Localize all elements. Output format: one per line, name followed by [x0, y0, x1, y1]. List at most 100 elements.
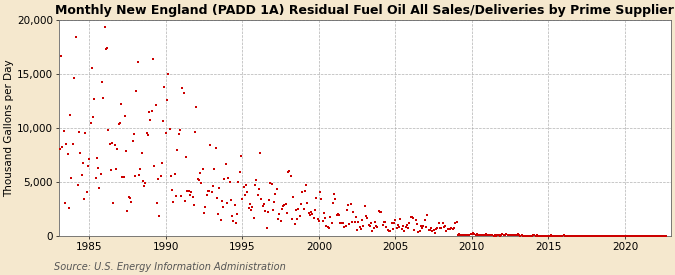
- Point: [519, 233, 530, 238]
- Point: [445, 227, 456, 231]
- Point: [132, 60, 143, 65]
- Text: Source: U.S. Energy Information Administration: Source: U.S. Energy Information Administ…: [54, 262, 286, 272]
- Point: [541, 234, 551, 238]
- Point: [369, 226, 379, 230]
- Point: [102, 46, 113, 50]
- Point: [97, 79, 107, 84]
- Point: [452, 233, 463, 237]
- Point: [451, 220, 462, 225]
- Point: [141, 131, 152, 136]
- Point: [298, 207, 309, 211]
- Point: [265, 180, 276, 185]
- Point: [115, 102, 126, 106]
- Point: [271, 187, 282, 191]
- Point: [243, 205, 254, 210]
- Point: [505, 233, 516, 237]
- Point: [405, 214, 416, 219]
- Point: [398, 224, 408, 229]
- Point: [654, 234, 665, 238]
- Point: [362, 216, 373, 220]
- Point: [525, 233, 536, 238]
- Point: [263, 210, 273, 214]
- Point: [617, 234, 628, 238]
- Point: [354, 225, 365, 230]
- Point: [564, 234, 574, 238]
- Point: [508, 233, 519, 238]
- Point: [69, 76, 80, 80]
- Point: [342, 208, 352, 213]
- Point: [126, 200, 137, 204]
- Point: [399, 228, 410, 233]
- Point: [408, 216, 418, 220]
- Point: [477, 233, 487, 237]
- Point: [247, 205, 258, 209]
- Point: [138, 179, 148, 183]
- Point: [117, 174, 128, 179]
- Point: [514, 233, 524, 238]
- Point: [321, 224, 332, 228]
- Point: [149, 164, 160, 169]
- Point: [496, 233, 507, 237]
- Point: [88, 115, 99, 119]
- Point: [316, 197, 327, 201]
- Point: [65, 113, 76, 117]
- Point: [482, 233, 493, 238]
- Point: [178, 91, 189, 95]
- Point: [522, 233, 533, 238]
- Point: [118, 175, 129, 179]
- Point: [119, 114, 130, 118]
- Point: [560, 233, 570, 238]
- Point: [545, 233, 556, 238]
- Point: [112, 147, 123, 151]
- Point: [501, 232, 512, 236]
- Point: [163, 72, 173, 76]
- Point: [621, 234, 632, 238]
- Point: [568, 234, 579, 238]
- Point: [290, 208, 301, 213]
- Point: [414, 229, 425, 233]
- Point: [79, 197, 90, 201]
- Point: [61, 142, 72, 146]
- Point: [286, 174, 296, 178]
- Point: [289, 222, 300, 226]
- Point: [360, 214, 371, 218]
- Point: [353, 220, 364, 224]
- Point: [59, 200, 70, 205]
- Point: [277, 207, 288, 211]
- Point: [184, 193, 195, 197]
- Point: [594, 234, 605, 238]
- Point: [72, 183, 83, 187]
- Point: [593, 234, 603, 238]
- Point: [319, 210, 329, 215]
- Point: [134, 173, 144, 177]
- Point: [443, 227, 454, 231]
- Point: [176, 194, 186, 198]
- Point: [194, 178, 205, 182]
- Point: [356, 226, 367, 231]
- Point: [275, 218, 286, 223]
- Point: [542, 233, 553, 238]
- Title: Monthly New England (PADD 1A) Residual Fuel Oil All Sales/Deliveries by Prime Su: Monthly New England (PADD 1A) Residual F…: [55, 4, 674, 17]
- Point: [623, 234, 634, 238]
- Point: [254, 151, 265, 155]
- Point: [392, 223, 403, 228]
- Point: [364, 224, 375, 228]
- Point: [300, 183, 311, 188]
- Point: [312, 217, 323, 221]
- Point: [429, 231, 440, 235]
- Point: [215, 218, 226, 222]
- Point: [196, 181, 207, 185]
- Point: [446, 226, 457, 230]
- Point: [628, 234, 639, 238]
- Point: [462, 233, 472, 237]
- Point: [284, 169, 295, 173]
- Point: [450, 221, 460, 225]
- Point: [528, 233, 539, 237]
- Point: [151, 201, 162, 206]
- Point: [497, 232, 508, 236]
- Point: [136, 151, 147, 156]
- Point: [612, 234, 622, 238]
- Point: [583, 234, 593, 238]
- Point: [297, 190, 308, 194]
- Point: [535, 234, 546, 238]
